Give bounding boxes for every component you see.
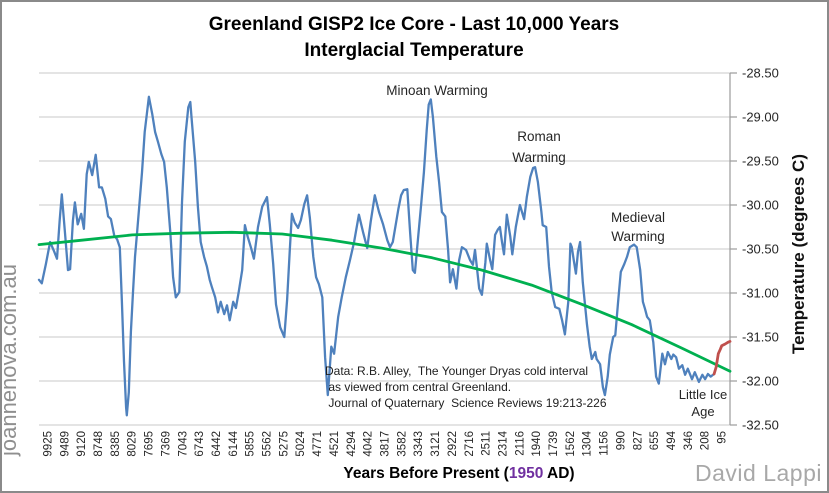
- x-tick-label: 2716: [464, 431, 476, 457]
- x-tick-label: 1940: [531, 431, 543, 457]
- recent_warming-line: [712, 339, 732, 376]
- x-tick-label: 2922: [447, 431, 459, 457]
- y-tick-label: -29.00: [742, 110, 779, 125]
- x-axis-title-suffix: AD): [543, 465, 575, 482]
- x-tick-label: 8385: [110, 431, 122, 457]
- x-tick-label: 827: [632, 431, 644, 450]
- y-tick-label: -32.00: [742, 374, 779, 389]
- author-credit: David Lappi: [695, 460, 822, 486]
- x-tick-label: 990: [616, 431, 628, 450]
- watermark: joannenova.com.au: [2, 264, 21, 457]
- x-tick-label: 655: [649, 431, 661, 450]
- x-tick-label: 2511: [481, 431, 493, 456]
- x-tick-label: 494: [666, 430, 678, 450]
- x-tick-label: 346: [683, 431, 695, 450]
- x-tick-label: 8029: [127, 431, 139, 457]
- annotation-minoan-warming: Minoan Warming: [386, 83, 488, 98]
- x-tick-label: 8748: [93, 431, 105, 457]
- x-tick-label: 3817: [380, 431, 392, 457]
- x-tick-label: 9925: [42, 431, 54, 457]
- x-tick-label: 7369: [160, 431, 172, 457]
- x-tick-label: 5024: [295, 430, 307, 456]
- y-tick-label: -30.50: [742, 242, 779, 257]
- chart-title-line2: Interglacial Temperature: [304, 40, 524, 61]
- x-tick-label: 3343: [413, 431, 425, 457]
- x-tick-label: 3582: [396, 431, 408, 457]
- x-tick-label: 2314: [498, 430, 510, 456]
- x-axis-title: Years Before Present (1950 AD): [343, 465, 574, 483]
- x-tick-label: 6144: [228, 430, 240, 456]
- chart-title: Greenland GISP2 Ice Core - Last 10,000 Y…: [209, 12, 619, 64]
- y-tick-label: -31.50: [742, 330, 779, 345]
- y-tick-label: -32.50: [742, 418, 779, 433]
- x-tick-label: 9120: [76, 431, 88, 457]
- x-tick-label: 95: [717, 431, 729, 444]
- annotation-roman-warming: Roman Warming: [512, 129, 566, 165]
- source-note: Data: R.B. Alley, The Younger Dryas cold…: [325, 364, 607, 410]
- x-tick-label: 5855: [245, 431, 257, 457]
- y-tick-label: -29.50: [742, 154, 779, 169]
- x-tick-label: 2116: [514, 431, 526, 456]
- x-tick-label: 4521: [329, 431, 341, 457]
- x-axis-title-year: 1950: [508, 465, 544, 482]
- x-tick-label: 1304: [582, 430, 594, 456]
- x-tick-label: 4294: [346, 430, 358, 456]
- x-tick-label: 6743: [194, 431, 206, 457]
- annotation-medieval-warming: Medieval Warming: [610, 210, 666, 244]
- x-tick-label: 5275: [278, 431, 290, 457]
- trend-line: [37, 230, 732, 373]
- annotation-little-ice-age: Little Ice Age: [678, 387, 728, 419]
- x-tick-label: 3121: [430, 431, 442, 457]
- x-tick-label: 7695: [144, 431, 156, 457]
- x-tick-label: 1739: [548, 431, 560, 457]
- x-tick-label: 4771: [312, 431, 324, 457]
- x-tick-label: 1562: [565, 431, 577, 457]
- y-axis-title: Temperature (degrees C): [789, 154, 808, 354]
- x-tick-label: 4042: [363, 431, 375, 457]
- y-tick-label: -28.50: [742, 66, 779, 81]
- x-tick-label: 6442: [211, 431, 223, 457]
- x-tick-label: 9489: [59, 431, 71, 457]
- x-tick-label: 1156: [599, 431, 611, 456]
- chart-title-line1: Greenland GISP2 Ice Core - Last 10,000 Y…: [208, 14, 620, 35]
- x-tick-label: 5562: [262, 431, 274, 457]
- y-tick-label: -31.00: [742, 286, 779, 301]
- temperature-line: [37, 95, 716, 417]
- y-tick-label: -30.00: [742, 198, 779, 213]
- x-tick-label: 208: [700, 431, 712, 450]
- x-axis-title-prefix: Years Before Present (: [343, 465, 509, 482]
- x-tick-label: 7043: [177, 431, 189, 457]
